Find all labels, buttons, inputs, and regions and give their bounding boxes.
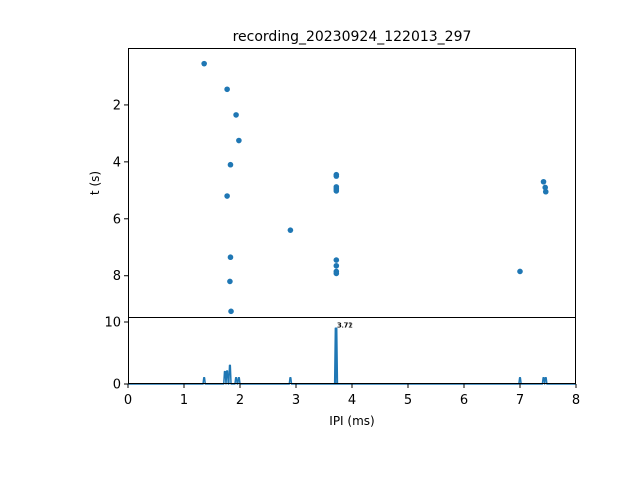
scatter-point	[227, 161, 234, 168]
x-tick-label: 8	[572, 393, 580, 408]
scatter-point	[287, 227, 294, 233]
scatter-point	[517, 268, 523, 275]
scatter-point	[542, 188, 549, 195]
scatter-point	[542, 184, 548, 191]
histogram-x-ticks: 0 1 2 3 4 5 6 7 8	[124, 384, 580, 408]
scatter-point	[224, 86, 230, 93]
x-axis-label: IPI (ms)	[329, 414, 374, 428]
scatter-panel: recording_20230924_122013_297 2 4 6 8 t (s)	[88, 29, 576, 318]
peak-label: 3.72	[337, 322, 353, 330]
scatter-point	[227, 254, 234, 261]
scatter-point	[201, 60, 207, 67]
scatter-point	[333, 270, 340, 277]
y-tick-label: 8	[113, 269, 121, 284]
x-tick-label: 1	[180, 393, 188, 408]
scatter-points	[201, 60, 549, 315]
x-tick-label: 6	[460, 393, 468, 408]
scatter-point	[236, 137, 242, 144]
scatter-point	[233, 112, 239, 118]
scatter-point	[540, 178, 547, 185]
y-tick-label: 10	[104, 316, 121, 331]
y-tick-label: 2	[113, 98, 121, 113]
y-tick-label: 4	[113, 155, 121, 170]
scatter-point	[228, 308, 234, 315]
histogram-plot-frame	[128, 317, 576, 384]
scatter-point	[227, 278, 233, 285]
scatter-point	[224, 193, 230, 199]
peak-annotations: 3.723.71	[337, 322, 353, 330]
y-axis-label: t (s)	[88, 171, 102, 195]
x-tick-label: 4	[348, 393, 356, 408]
x-tick-label: 2	[236, 393, 244, 408]
scatter-point	[333, 188, 340, 194]
scatter-point	[333, 173, 340, 179]
x-tick-label: 0	[124, 393, 132, 408]
chart-title: recording_20230924_122013_297	[233, 29, 472, 45]
scatter-y-ticks: 2 4 6 8	[113, 98, 128, 284]
y-tick-label: 6	[113, 212, 121, 227]
x-tick-label: 5	[404, 393, 412, 408]
x-tick-label: 7	[516, 393, 524, 408]
scatter-point	[333, 262, 340, 269]
peak-label: 3.71	[337, 322, 353, 330]
y-tick-label: 0	[113, 378, 121, 393]
histogram-panel: 3.723.71 0 10 0 1 2 3 4 5 6 7 8 IPI (ms)	[104, 316, 580, 429]
histogram-y-ticks: 0 10	[104, 316, 128, 393]
scatter-point	[333, 257, 340, 263]
x-tick-label: 3	[292, 393, 300, 408]
